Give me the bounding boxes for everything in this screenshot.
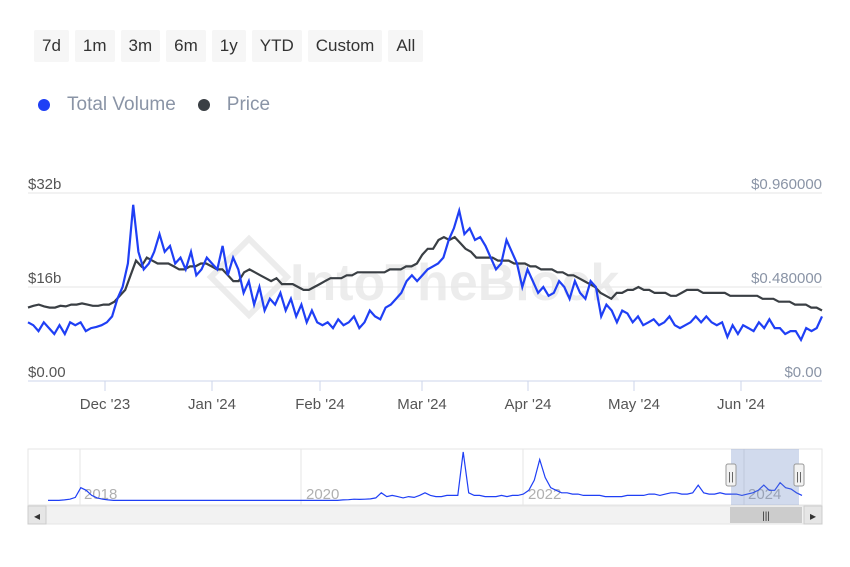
x-tick-label: Feb '24 xyxy=(295,396,345,413)
watermark-text: IntoTheBlock xyxy=(290,254,619,312)
navigator-left-handle-box[interactable] xyxy=(725,463,737,487)
legend-label-price: Price xyxy=(226,94,271,115)
legend-item-total-volume[interactable]: Total Volume xyxy=(38,94,176,116)
range-all-button[interactable]: All xyxy=(388,30,424,62)
range-6m-button[interactable]: 6m xyxy=(166,30,206,62)
y-right-tick-0480: $0.480000 xyxy=(751,270,822,287)
legend-item-price[interactable]: Price xyxy=(197,94,271,116)
scroll-right-button[interactable] xyxy=(803,505,823,525)
x-tick-label: Apr '24 xyxy=(504,396,551,413)
y-left-tick-0: $0.00 xyxy=(28,364,66,381)
legend-marker-price xyxy=(197,99,210,111)
series-price-line xyxy=(27,235,823,312)
range-1y-button[interactable]: 1y xyxy=(211,30,246,62)
y-right-tick-0960: $0.960000 xyxy=(751,176,822,193)
range-selector: 7d 1m 3m 6m 1y YTD Custom All xyxy=(34,30,424,62)
range-ytd-button[interactable]: YTD xyxy=(251,30,302,62)
x-tick-label: Dec '23 xyxy=(80,396,130,413)
range-7d-button[interactable]: 7d xyxy=(34,30,69,62)
legend-marker-total-volume xyxy=(38,99,50,111)
navigator-series-line xyxy=(48,451,803,501)
y-left-tick-32b: $32b xyxy=(28,176,61,193)
navigator-label-2020: 2020 xyxy=(306,486,339,503)
y-right-tick-0: $0.00 xyxy=(784,364,822,381)
navigator-left-handle[interactable]: || xyxy=(725,463,737,487)
navigator-right-handle-grip-icon: || xyxy=(796,471,802,483)
navigator-right-handle-box[interactable] xyxy=(793,463,805,487)
navigator-label-2018: 2018 xyxy=(84,486,117,503)
watermark-logo-icon xyxy=(206,234,292,320)
x-tick-label: May '24 xyxy=(608,396,660,413)
x-tick-label: Jun '24 xyxy=(717,396,765,413)
watermark: IntoTheBlock xyxy=(206,234,619,320)
y-left-tick-16b: $16b xyxy=(28,270,61,287)
navigator: 2018 2020 2022 2024 || || xyxy=(27,448,823,506)
range-3m-button[interactable]: 3m xyxy=(120,30,161,62)
scroll-right-arrow-icon: ▸ xyxy=(810,509,816,523)
legend-label-total-volume: Total Volume xyxy=(67,94,176,115)
x-axis-ticks: Dec '23 Jan '24 Feb '24 Mar '24 Apr '24 May '… xyxy=(80,381,765,413)
navigator-right-handle[interactable]: || xyxy=(793,463,805,487)
range-1m-button[interactable]: 1m xyxy=(74,30,115,62)
scroll-left-button[interactable] xyxy=(27,505,47,525)
scroll-left-arrow-icon: ◂ xyxy=(34,509,40,523)
scrollbar-track[interactable] xyxy=(27,505,823,525)
scrollbar-grip-icon: ||| xyxy=(762,511,770,522)
navigator-left-handle-grip-icon: || xyxy=(728,471,734,483)
chart-legend: Total Volume Price xyxy=(38,94,292,116)
navigator-label-2022: 2022 xyxy=(528,486,561,503)
x-tick-label: Mar '24 xyxy=(397,396,447,413)
series-total-volume-line xyxy=(27,204,824,343)
range-custom-button[interactable]: Custom xyxy=(307,30,383,62)
navigator-frame xyxy=(27,448,823,506)
navigator-selection-mask[interactable] xyxy=(731,449,799,505)
x-tick-label: Jan '24 xyxy=(188,396,236,413)
scrollbar-thumb[interactable] xyxy=(730,507,802,523)
scrollbar: ◂ ||| ▸ xyxy=(27,505,823,525)
